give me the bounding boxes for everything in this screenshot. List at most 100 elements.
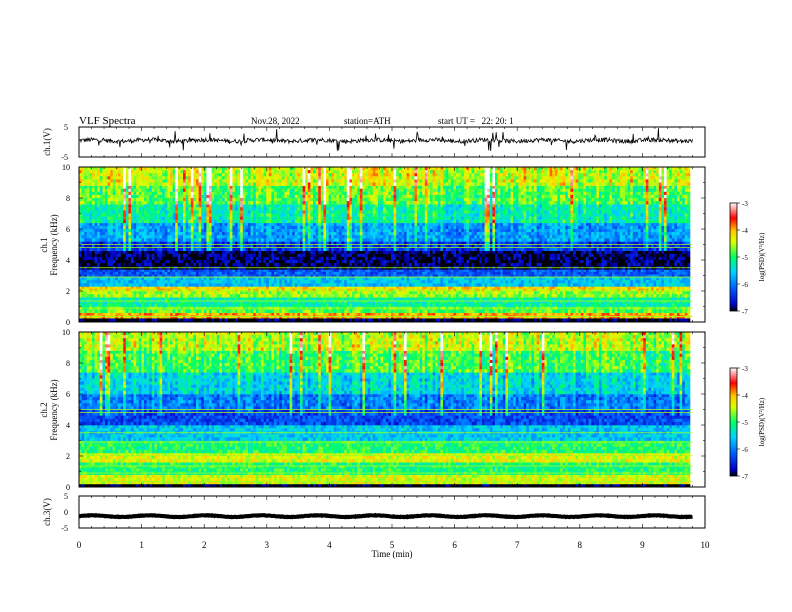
spectrogram-cell — [672, 283, 675, 286]
spectrogram-cell — [310, 291, 313, 294]
spectrogram-cell — [170, 269, 173, 272]
spectrogram-cell — [300, 269, 303, 272]
spectrogram-cell — [277, 254, 280, 257]
spectrogram-cell — [191, 286, 194, 289]
spectrogram-cell — [326, 277, 329, 280]
spectrogram-cell — [674, 251, 677, 254]
spectrogram-cell — [511, 297, 514, 300]
spectrogram-cell — [518, 277, 521, 280]
spectrogram-cell — [157, 280, 160, 283]
spectrogram-cell — [425, 294, 428, 297]
spectrogram-cell — [659, 294, 662, 297]
spectrogram-cell — [586, 297, 589, 300]
spectrogram-cell — [253, 291, 256, 294]
ch1-waveform-frame — [79, 127, 705, 157]
spectrogram-cell — [451, 313, 454, 316]
spectrogram-cell — [108, 291, 111, 294]
spectrogram-cell — [175, 254, 178, 257]
spectrogram-cell — [308, 310, 311, 313]
spectrogram-cell — [326, 303, 329, 306]
spectrogram-cell — [599, 286, 602, 289]
spectrogram-cell — [238, 310, 241, 313]
spectrogram-cell — [209, 277, 212, 280]
spectrogram-cell — [542, 280, 545, 283]
spectrogram-cell — [604, 313, 607, 316]
spectrogram-cell — [305, 257, 308, 260]
spectrogram-cell — [136, 280, 139, 283]
spectrogram-cell — [661, 286, 664, 289]
spectrogram-cell — [542, 283, 545, 286]
spectrogram-cell — [225, 297, 228, 300]
spectrogram-cell — [453, 257, 456, 260]
spectrogram-cell — [446, 257, 449, 260]
spectrogram-cell — [438, 283, 441, 286]
spectrogram-cell — [321, 254, 324, 257]
spectrogram-cell — [456, 257, 459, 260]
spectrogram-cell — [95, 283, 98, 286]
spectrogram-cell — [323, 286, 326, 289]
spectrogram-cell — [193, 294, 196, 297]
spectrogram-cell — [643, 272, 646, 275]
spectrogram-cell — [404, 257, 407, 260]
spectrogram-cell — [568, 310, 571, 313]
spectrogram-cell — [529, 251, 532, 254]
spectrogram-cell — [599, 254, 602, 257]
spectrogram-cell — [370, 251, 373, 254]
spectrogram-cell — [217, 283, 220, 286]
spectrogram-cell — [474, 286, 477, 289]
spectrogram-cell — [253, 310, 256, 313]
spectrogram-cell — [680, 254, 683, 257]
spectrogram-cell — [375, 277, 378, 280]
spectrogram-cell — [669, 294, 672, 297]
spectrogram-cell — [589, 272, 592, 275]
spectrogram-cell — [186, 291, 189, 294]
spectrogram-cell — [674, 310, 677, 313]
spectrogram-cell — [503, 303, 506, 306]
spectrogram-cell — [498, 269, 501, 272]
spectrogram-cell — [615, 291, 618, 294]
spectrogram-cell — [682, 286, 685, 289]
spectrogram-cell — [373, 297, 376, 300]
spectrogram-cell — [243, 257, 246, 260]
spectrogram-cell — [628, 277, 631, 280]
spectrogram-cell — [349, 269, 352, 272]
spectrogram-cell — [175, 272, 178, 275]
spectrogram-cell — [152, 254, 155, 257]
spectrogram-cell — [378, 310, 381, 313]
spectrogram-cell — [360, 310, 363, 313]
spectrogram-cell — [178, 283, 181, 286]
spectrogram-cell — [641, 303, 644, 306]
spectrogram-cell — [628, 286, 631, 289]
spectrogram-cell — [583, 254, 586, 257]
spectrogram-cell — [505, 280, 508, 283]
spectrogram-cell — [108, 303, 111, 306]
spectrogram-cell — [118, 286, 121, 289]
spectrogram-cell — [342, 277, 345, 280]
spectrogram-cell — [482, 277, 485, 280]
spectrogram-cell — [336, 286, 339, 289]
spectrogram-cell — [420, 269, 423, 272]
spectrogram-cell — [230, 294, 233, 297]
spectrogram-cell — [370, 269, 373, 272]
spectrogram-cell — [297, 286, 300, 289]
spectrogram-cell — [349, 294, 352, 297]
spectrogram-cell — [362, 313, 365, 316]
spectrogram-cell — [461, 257, 464, 260]
spectrogram-cell — [472, 269, 475, 272]
spectrogram-cell — [316, 269, 319, 272]
spectrogram-cell — [368, 254, 371, 257]
spectrogram-cell — [316, 280, 319, 283]
spectrogram-cell — [225, 257, 228, 260]
spectrogram-cell — [352, 297, 355, 300]
spectrogram-cell — [131, 257, 134, 260]
spectrogram-cell — [586, 286, 589, 289]
spectrogram-cell — [141, 286, 144, 289]
spectrogram-cell — [95, 286, 98, 289]
spectrogram-cell — [641, 291, 644, 294]
spectrogram-cell — [162, 277, 165, 280]
spectrogram-cell — [97, 257, 100, 260]
spectrogram-cell — [149, 303, 152, 306]
spectrogram-cell — [388, 297, 391, 300]
spectrogram-cell — [321, 297, 324, 300]
spectrogram-cell — [303, 291, 306, 294]
